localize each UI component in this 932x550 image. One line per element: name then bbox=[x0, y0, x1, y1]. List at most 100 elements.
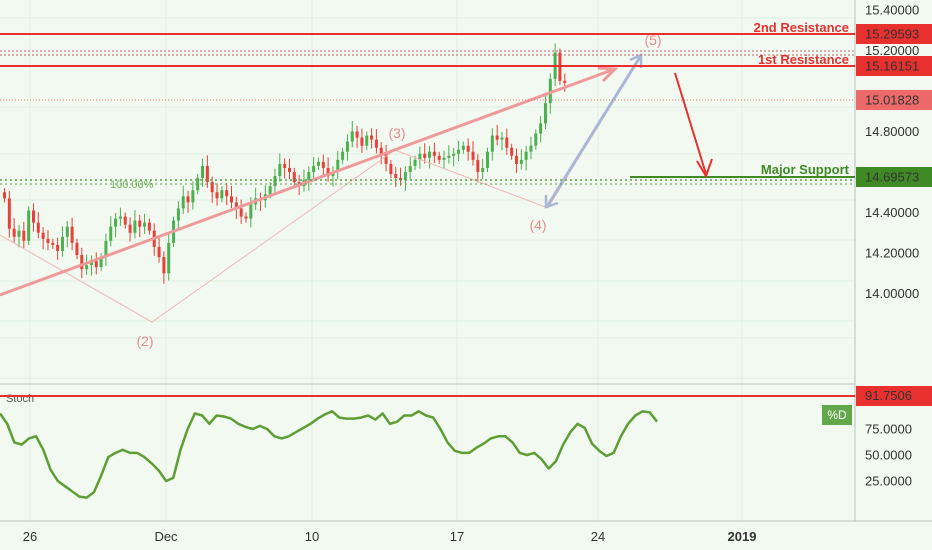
price-level-tag bbox=[856, 24, 932, 44]
candle-body bbox=[543, 103, 547, 124]
candle-body bbox=[249, 204, 253, 219]
price-tick-label: 14.40000 bbox=[865, 205, 919, 220]
candle-body bbox=[563, 80, 567, 83]
candle-body bbox=[51, 242, 55, 245]
candle-body bbox=[234, 202, 238, 209]
candle-body bbox=[476, 159, 480, 172]
fib-label: 100.00% bbox=[110, 179, 154, 191]
candle-body bbox=[268, 186, 272, 195]
candle-body bbox=[350, 131, 354, 142]
candle-body bbox=[548, 78, 552, 104]
candle-body bbox=[345, 141, 349, 152]
candle-body bbox=[529, 145, 533, 152]
candle-body bbox=[94, 261, 98, 268]
candle-body bbox=[123, 216, 127, 225]
candle-body bbox=[384, 153, 388, 164]
date-tick-label: Dec bbox=[154, 529, 178, 544]
annotations: 100.00% 2nd Resistance 1st Resistance Major… bbox=[0, 20, 855, 349]
candle-body bbox=[389, 163, 393, 175]
candle-body bbox=[418, 153, 422, 160]
candle-body bbox=[157, 246, 161, 258]
price-tick-label: 15.40000 bbox=[865, 3, 919, 18]
price-tick-label: 14.80000 bbox=[865, 124, 919, 139]
stoch-legend-badge bbox=[822, 405, 852, 425]
candle-body bbox=[321, 161, 325, 168]
candle-body bbox=[539, 123, 543, 134]
candle-body bbox=[355, 131, 359, 138]
candle-body bbox=[104, 240, 108, 258]
stoch-level-tag bbox=[856, 386, 932, 406]
candle-body bbox=[461, 145, 465, 150]
trendline-arrow bbox=[0, 68, 613, 297]
price-tick-label: 15.20000 bbox=[865, 43, 919, 58]
candle-body bbox=[60, 236, 64, 251]
candle-body bbox=[80, 255, 84, 270]
stoch-level-value: 91.7506 bbox=[865, 388, 912, 403]
stoch-tick-label: 75.0000 bbox=[865, 422, 912, 437]
grid bbox=[0, 0, 932, 522]
price-level-value: 15.16151 bbox=[865, 59, 919, 74]
candle-body bbox=[413, 159, 417, 166]
candle-body bbox=[215, 192, 219, 199]
candle-body bbox=[70, 226, 74, 243]
candle-body bbox=[225, 190, 229, 197]
candle-body bbox=[36, 222, 40, 233]
candle-body bbox=[365, 135, 369, 146]
candle-body bbox=[486, 151, 489, 168]
candle-body bbox=[524, 151, 528, 160]
candle-body bbox=[210, 182, 214, 193]
wave-label: (3) bbox=[388, 125, 405, 141]
candle-body bbox=[471, 151, 475, 160]
candle-body bbox=[186, 196, 190, 203]
price-level-value: 15.29593 bbox=[865, 27, 919, 42]
projection-arrow bbox=[674, 72, 707, 175]
price-level-tag bbox=[856, 167, 932, 187]
candle-body bbox=[466, 145, 470, 152]
first-resistance-label: 1st Resistance bbox=[758, 52, 849, 67]
candle-body bbox=[162, 257, 166, 274]
stoch-title: Stoch bbox=[6, 393, 34, 405]
candle-body bbox=[176, 208, 180, 221]
candle-body bbox=[239, 208, 243, 217]
candle-body bbox=[394, 174, 398, 179]
stochastic-panel: Stoch %D 91.7506 75.0000 50.0000 25.0000 bbox=[0, 386, 932, 499]
candle-body bbox=[481, 167, 485, 172]
date-tick-label: 26 bbox=[23, 529, 37, 544]
candle-body bbox=[360, 137, 364, 146]
candle-body bbox=[89, 261, 93, 266]
candle-body bbox=[205, 165, 209, 183]
candle-body bbox=[519, 159, 523, 164]
candles bbox=[3, 43, 567, 284]
candle-body bbox=[128, 224, 132, 233]
price-tick-label: 14.00000 bbox=[865, 286, 919, 301]
wave-label: (4) bbox=[529, 217, 546, 233]
wave-label: (2) bbox=[136, 333, 153, 349]
candle-body bbox=[143, 222, 147, 227]
candle-body bbox=[46, 238, 50, 243]
impulse-arrowhead bbox=[544, 195, 559, 209]
candle-body bbox=[307, 172, 311, 181]
candle-body bbox=[201, 165, 205, 179]
candle-body bbox=[428, 151, 432, 158]
candle-body bbox=[495, 135, 499, 140]
candle-body bbox=[220, 190, 224, 199]
candle-body bbox=[457, 149, 461, 154]
candle-body bbox=[278, 163, 282, 177]
candle-body bbox=[22, 230, 26, 241]
candle-body bbox=[109, 226, 113, 241]
candle-body bbox=[408, 165, 412, 172]
wave-label: (5) bbox=[644, 32, 661, 48]
stoch-legend-label: %D bbox=[827, 408, 847, 422]
candle-body bbox=[133, 220, 137, 233]
candle-body bbox=[191, 190, 195, 203]
candle-body bbox=[312, 165, 316, 172]
stoch-tick-label: 50.0000 bbox=[865, 448, 912, 463]
candle-body bbox=[374, 139, 378, 148]
candle-body bbox=[341, 151, 345, 160]
candle-body bbox=[534, 133, 538, 146]
candle-body bbox=[370, 135, 374, 140]
candle-body bbox=[510, 147, 514, 156]
projection-arrowhead bbox=[696, 158, 713, 179]
